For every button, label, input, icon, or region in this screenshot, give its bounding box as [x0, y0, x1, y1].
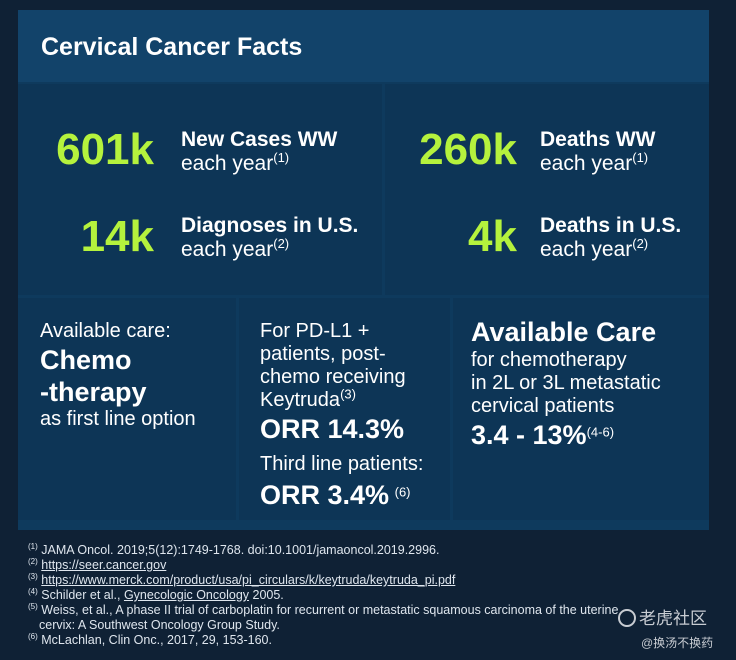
tiger-logo-icon	[618, 609, 636, 627]
stat-deaths-ww-value: 260k	[419, 125, 517, 174]
keytruda-drug-name: Keytruda	[260, 389, 341, 411]
keytruda-ref: (3)	[340, 386, 356, 402]
stat-deaths-ww-ref: (1)	[632, 150, 649, 165]
stat-us-diagnoses-line2: each year	[181, 238, 274, 261]
stat-new-cases-line1: New Cases WW	[181, 128, 338, 151]
footnote-4-link[interactable]: Gynecologic Oncology	[123, 588, 250, 602]
stat-deaths-ww-line2: each year	[540, 152, 633, 175]
stat-us-diagnoses-label: Diagnoses in U.S. each year(2)	[181, 214, 358, 262]
stat-us-deaths-line2: each year	[540, 238, 633, 261]
third-line-orr: ORR 3.4%	[260, 480, 390, 510]
stat-us-diagnoses-line1: Diagnoses in U.S.	[181, 214, 359, 237]
keytruda-line3: chemo receiving	[260, 366, 406, 388]
facts-panel: Cervical Cancer Facts 601k New Cases WW …	[18, 10, 709, 530]
footnote-3-link[interactable]: https://www.merck.com/product/usa/pi_cir…	[41, 573, 456, 587]
footnote-3: (3) https://www.merck.com/product/usa/pi…	[28, 571, 728, 588]
watermark: 老虎社区	[618, 604, 707, 629]
third-line-orr-row: ORR 3.4% (6)	[260, 479, 411, 511]
footnote-5: (5) Weiss, et al., A phase II trial of c…	[28, 601, 728, 618]
third-line-ref: (6)	[394, 484, 411, 500]
stats-right-cell: 260k Deaths WW each year(1) 4k Deaths in…	[385, 84, 709, 295]
keytruda-line2: patients, post-	[260, 343, 386, 365]
care-first-line-big2: -therapy	[40, 377, 147, 407]
metastatic-range: 3.4 - 13%	[471, 420, 587, 450]
footnote-5-ref: (5)	[28, 601, 38, 611]
footnote-4-pre: Schilder et al.,	[41, 588, 124, 602]
footnote-2: (2) https://seer.cancer.gov	[28, 556, 728, 573]
metastatic-line3: cervical patients	[471, 395, 615, 417]
stat-us-deaths-label: Deaths in U.S. each year(2)	[540, 214, 681, 262]
footnote-4-ref: (4)	[28, 586, 38, 596]
footnote-4-post: 2005.	[249, 588, 284, 602]
footnote-1-text: JAMA Oncol. 2019;5(12):1749-1768. doi:10…	[41, 543, 440, 557]
keytruda-line1: For PD-L1 +	[260, 320, 370, 342]
footnote-6-ref: (6)	[28, 631, 38, 641]
title-bar: Cervical Cancer Facts	[18, 10, 709, 82]
footnote-2-link[interactable]: https://seer.cancer.gov	[41, 558, 167, 572]
stat-deaths-ww-label: Deaths WW each year(1)	[540, 128, 656, 176]
care-metastatic-cell: Available Care for chemotherapy in 2L or…	[453, 298, 709, 520]
stat-us-diagnoses-ref: (2)	[273, 236, 290, 251]
metastatic-ref: (4-6)	[586, 424, 615, 440]
stat-new-cases-value: 601k	[56, 125, 154, 174]
footnote-2-ref: (2)	[28, 556, 38, 566]
footnote-5-text: Weiss, et al., A phase II trial of carbo…	[41, 603, 619, 617]
care-first-line-cell: Available care: Chemo -therapy as first …	[18, 298, 236, 520]
footnote-6-text: McLachlan, Clin Onc., 2017, 29, 153-160.	[41, 633, 272, 647]
metastatic-range-row: 3.4 - 13%(4-6)	[471, 419, 614, 451]
page-title: Cervical Cancer Facts	[41, 33, 303, 61]
metastatic-line2: in 2L or 3L metastatic	[471, 372, 661, 394]
stat-new-cases-ref: (1)	[273, 150, 290, 165]
keytruda-orr-1: ORR 14.3%	[260, 414, 405, 444]
footnote-6: (6) McLachlan, Clin Onc., 2017, 29, 153-…	[28, 631, 728, 648]
care-keytruda-cell: For PD-L1 + patients, post- chemo receiv…	[239, 298, 450, 520]
footnote-1-ref: (1)	[28, 541, 38, 551]
stat-deaths-ww-line1: Deaths WW	[540, 128, 656, 151]
stats-left-cell: 601k New Cases WW each year(1) 14k Diagn…	[18, 84, 382, 295]
stat-us-deaths-value: 4k	[468, 212, 517, 261]
footnote-3-ref: (3)	[28, 571, 38, 581]
stat-us-diagnoses-value: 14k	[80, 212, 154, 261]
footnote-4: (4) Schilder et al., Gynecologic Oncolog…	[28, 586, 728, 603]
stat-new-cases-label: New Cases WW each year(1)	[181, 128, 337, 176]
metastatic-line1: for chemotherapy	[471, 349, 627, 371]
watermark-text: 老虎社区	[639, 609, 707, 628]
care-first-line-big1: Chemo	[40, 345, 132, 375]
stat-us-deaths-ref: (2)	[632, 236, 649, 251]
watermark-handle: @换汤不换药	[641, 636, 714, 650]
stat-us-deaths-line1: Deaths in U.S.	[540, 214, 682, 237]
footnotes: (1) JAMA Oncol. 2019;5(12):1749-1768. do…	[28, 541, 728, 648]
third-line-label: Third line patients:	[260, 453, 424, 475]
available-care-heading: Available Care	[471, 317, 657, 347]
stat-new-cases-line2: each year	[181, 152, 274, 175]
footnote-5-cont: cervix: A Southwest Oncology Group Study…	[39, 618, 280, 632]
care-first-line-intro: Available care:	[40, 320, 171, 342]
footnote-1: (1) JAMA Oncol. 2019;5(12):1749-1768. do…	[28, 541, 728, 558]
care-first-line-outro: as first line option	[40, 408, 196, 430]
keytruda-line4: Keytruda(3)	[260, 386, 356, 412]
